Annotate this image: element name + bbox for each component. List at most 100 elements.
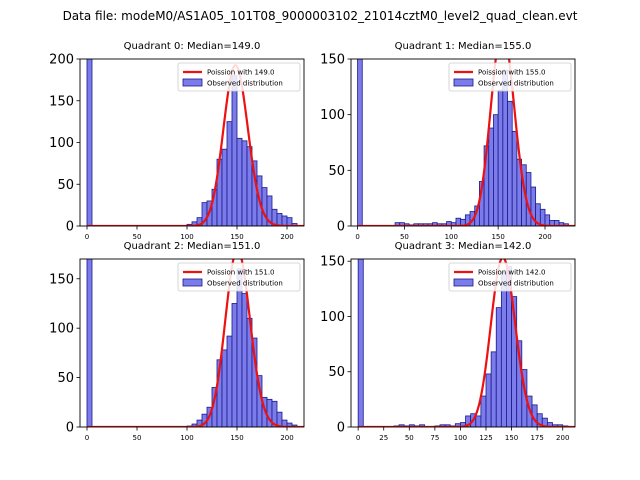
histogram-bar [236, 268, 243, 427]
histogram-bar [544, 214, 551, 226]
y-tick-label: 150 [320, 255, 345, 270]
legend-box [448, 262, 572, 292]
histogram-bar [480, 395, 487, 427]
figure-title: Data file: modeM0/AS1A05_101T08_90000031… [63, 9, 578, 23]
histogram-bar [507, 100, 513, 226]
legend-observed-label: Observed distribution [207, 280, 283, 288]
x-tick-label: 50 [400, 233, 409, 241]
x-tick-label: 175 [530, 434, 543, 442]
histogram-bar [495, 307, 502, 427]
legend: Poission with 151.0 Observed distribution [177, 262, 301, 292]
axes-frame [350, 58, 576, 227]
x-tick-label: 125 [479, 434, 492, 442]
y-tick-label: 100 [49, 136, 74, 151]
histogram-bar [241, 293, 248, 427]
y-tick-label: 150 [49, 94, 74, 109]
x-tick-label: 150 [505, 434, 518, 442]
legend-poisson-label: Poission with 142.0 [478, 269, 546, 277]
y-tick-label: 100 [49, 322, 74, 337]
x-tick-label: 100 [454, 434, 467, 442]
y-tick-label: 0 [337, 220, 345, 235]
y-tick-label: 0 [66, 421, 74, 436]
legend: Poission with 155.0 Observed distribution [448, 62, 572, 92]
subplot-quadrant-3: 0 50 100 150 0 25 50 75 100 125 150 175 200 Quadrant … [320, 241, 576, 442]
histogram-bar [497, 89, 504, 226]
subplot-quadrant-1: 0 50 100 150 0 50 100 150 200 Quadrant 1: Median=… [320, 41, 576, 241]
y-tick-label: 0 [337, 421, 345, 436]
legend-poisson-label: Poission with 151.0 [207, 269, 275, 277]
x-tick-label: 25 [379, 434, 388, 442]
axes-frame [79, 258, 305, 428]
histogram-bar [286, 217, 293, 226]
x-tick-label: 100 [180, 434, 193, 442]
subplot-title: Quadrant 3: Median=142.0 [395, 241, 532, 252]
legend-observed-swatch [182, 278, 203, 287]
histogram-bar [241, 140, 248, 226]
y-tick-label: 100 [320, 310, 345, 325]
subplot-quadrant-2: 0 50 100 150 0 50 100 150 200 Quadrant 2: Median=… [49, 241, 305, 442]
histogram-bar [86, 59, 93, 226]
legend-box [177, 62, 301, 92]
histogram-bar [221, 148, 228, 226]
x-tick-label: 150 [491, 233, 504, 241]
x-tick-label: 0 [85, 233, 89, 241]
legend-observed-label: Observed distribution [478, 280, 554, 288]
x-tick-label: 0 [356, 434, 360, 442]
histogram-bar [231, 303, 238, 427]
y-tick-label: 200 [49, 53, 74, 68]
histogram-bar [86, 259, 93, 427]
x-tick-label: 0 [355, 233, 359, 241]
poisson-curve [357, 59, 575, 226]
legend: Poission with 149.0 Observed distribution [177, 62, 301, 92]
x-tick-label: 0 [85, 434, 89, 442]
plot-area [357, 59, 575, 226]
histogram-bar [236, 137, 243, 226]
histogram-bar [357, 259, 364, 427]
histogram-bar [226, 121, 233, 226]
x-tick-label: 75 [430, 434, 439, 442]
histogram-bar [511, 130, 518, 226]
subplot-grid: 0 50 100 150 200 0 50 100 150 200 Quadrant 0: Medi… [49, 41, 576, 442]
y-tick-label: 150 [320, 53, 345, 68]
subplot-title: Quadrant 0: Median=149.0 [124, 41, 261, 52]
x-tick-label: 50 [405, 434, 414, 442]
histogram-bar [221, 349, 228, 427]
y-tick-label: 0 [66, 220, 74, 235]
histogram-bar [357, 59, 363, 226]
x-tick-label: 150 [230, 233, 243, 241]
legend-box [448, 62, 572, 92]
subplot-title: Quadrant 1: Median=155.0 [395, 41, 532, 52]
y-tick-label: 100 [320, 108, 345, 123]
histogram-bar [276, 411, 283, 427]
subplot-quadrant-0: 0 50 100 150 200 0 50 100 150 200 Quadrant 0: Medi… [49, 41, 305, 241]
histogram-bar [231, 75, 238, 226]
y-tick-label: 50 [328, 164, 345, 179]
histogram-bar [226, 335, 233, 427]
histogram-bar [475, 415, 482, 427]
x-tick-label: 100 [180, 233, 193, 241]
legend-observed-swatch [182, 78, 203, 87]
y-tick-label: 150 [49, 272, 74, 287]
legend-poisson-label: Poission with 149.0 [207, 69, 275, 77]
x-tick-label: 50 [133, 434, 142, 442]
x-tick-label: 200 [556, 434, 569, 442]
y-tick-label: 50 [328, 365, 345, 380]
y-tick-label: 50 [57, 178, 74, 193]
histogram-bar [502, 69, 508, 226]
subplot-title: Quadrant 2: Median=151.0 [124, 241, 261, 252]
histogram-bar [490, 351, 497, 427]
legend-observed-label: Observed distribution [207, 80, 283, 88]
poisson-curve [358, 259, 575, 427]
legend-observed-label: Observed distribution [478, 80, 554, 88]
y-tick-label: 50 [57, 371, 74, 386]
x-tick-label: 200 [538, 233, 551, 241]
plot-area [357, 259, 575, 427]
x-tick-label: 200 [280, 434, 293, 442]
legend-observed-swatch [453, 278, 474, 287]
x-tick-label: 200 [280, 233, 293, 241]
legend-box [177, 262, 301, 292]
histogram-bar [261, 187, 268, 226]
x-tick-label: 50 [133, 233, 142, 241]
histogram-bar [485, 373, 492, 427]
